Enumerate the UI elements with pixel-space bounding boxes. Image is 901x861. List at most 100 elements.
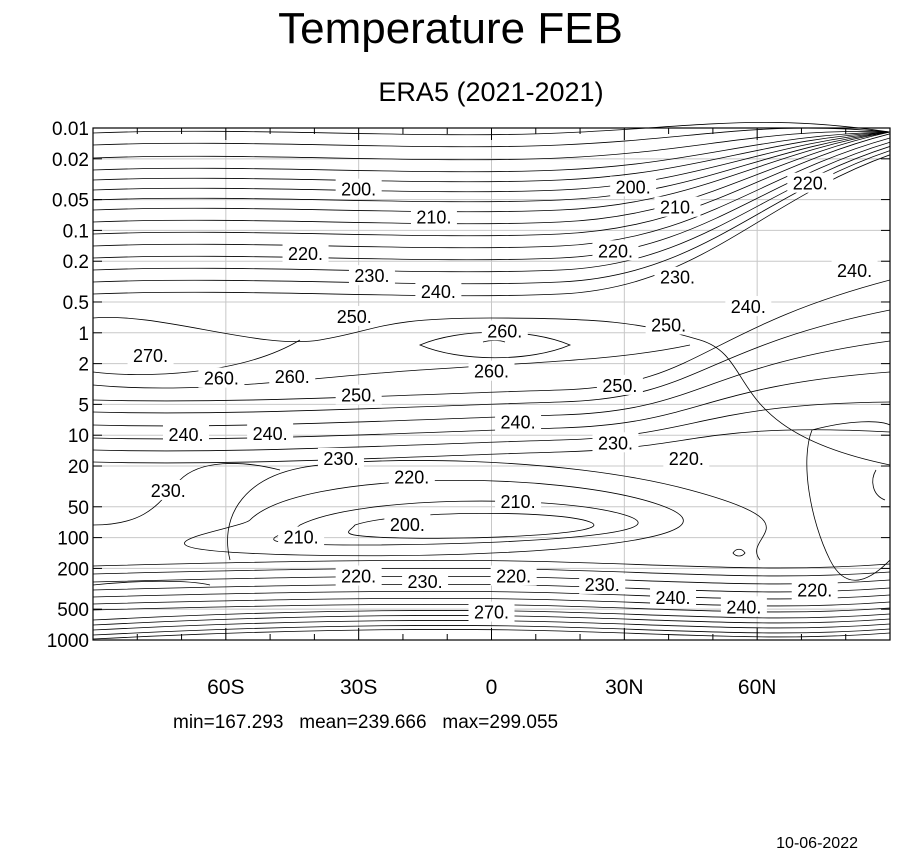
date-stamp: 10-06-2022 — [776, 835, 858, 852]
contour-label: 210. — [501, 492, 536, 512]
contour-label: 210. — [284, 528, 319, 548]
contour-label-bg — [468, 601, 515, 622]
contour-label-bg — [331, 305, 378, 326]
contour-line — [92, 559, 891, 569]
contour-line — [92, 150, 891, 285]
y-tick-label: 0.1 — [63, 221, 89, 242]
y-tick-label: 2 — [78, 355, 89, 376]
contour-label: 240. — [656, 588, 691, 608]
y-tick-label: 100 — [57, 529, 89, 550]
contour-label: 270. — [133, 346, 168, 366]
contour-line — [92, 597, 891, 607]
contour-label-bg — [610, 176, 657, 197]
contour-line — [92, 567, 891, 577]
contour-line — [806, 421, 891, 581]
contour-label: 220. — [341, 567, 376, 587]
contour-line — [184, 480, 684, 557]
contour-label-bg — [645, 314, 692, 335]
contour-label-bg — [335, 178, 382, 199]
contour-label-bg — [348, 265, 395, 286]
contour-label: 220. — [669, 449, 704, 469]
contour-line — [227, 460, 767, 561]
contour-label: 200. — [390, 515, 425, 535]
contour-label: 230. — [151, 481, 186, 501]
contour-label: 240. — [168, 425, 203, 445]
contour-label: 210. — [660, 198, 695, 218]
contour-label: 260. — [487, 321, 522, 341]
contour-label: 240. — [731, 297, 766, 317]
contour-line — [92, 131, 891, 203]
contour-label-bg — [490, 565, 537, 586]
contour-line — [92, 121, 891, 136]
y-tick-label: 200 — [57, 559, 89, 580]
x-tick-label: 60N — [738, 676, 777, 699]
contour-label: 200. — [616, 177, 651, 197]
contour-line — [92, 154, 891, 297]
contour-line — [92, 583, 891, 593]
contour-label: 230. — [323, 449, 358, 469]
contour-label: 270. — [474, 603, 509, 623]
contour-label-bg — [127, 344, 174, 365]
contour-line — [872, 469, 886, 501]
contour-label-bg — [579, 573, 626, 594]
contour-label-bg — [282, 242, 329, 263]
contour-label: 250. — [651, 316, 686, 336]
contour-line — [92, 141, 891, 261]
y-axis: 0.01 0.02 0.05 0.1 0.2 0.5 1 2 5 10 20 50 100 200 500 1… — [47, 119, 890, 652]
contour-label-bg — [317, 447, 364, 468]
x-axis: 60S 30S 0 30N 60N — [136, 128, 847, 699]
chart-subtitle: ERA5 (2021-2021) — [378, 77, 604, 107]
contour-label: 260. — [275, 367, 310, 387]
contour-label-bg — [663, 447, 710, 468]
contour-line — [92, 401, 891, 452]
contour-label-bg — [198, 367, 245, 388]
contour-label-bg — [388, 466, 435, 487]
contour-line — [92, 340, 891, 427]
contour-label-bg — [650, 587, 697, 608]
contour-label: 230. — [660, 268, 695, 288]
contour-line — [418, 331, 572, 359]
x-tick-label: 30N — [605, 676, 644, 699]
y-tick-label: 0.01 — [52, 119, 89, 140]
stats-line: min=167.293 mean=239.666 max=299.055 — [173, 712, 558, 734]
contour-label-bg — [654, 266, 701, 287]
contour-line — [92, 629, 891, 640]
contour-line — [92, 615, 891, 626]
contour-label: 260. — [204, 369, 239, 389]
contour-line — [92, 580, 211, 586]
y-tick-label: 50 — [68, 498, 89, 519]
contour-label-bg — [787, 172, 834, 193]
contour-line — [92, 344, 691, 389]
chart-title: Temperature FEB — [278, 4, 623, 53]
contour-line — [92, 133, 891, 237]
contour-line — [92, 316, 891, 466]
contour-line — [92, 131, 891, 183]
contour-label: 240. — [501, 412, 536, 432]
contour-label: 230. — [408, 572, 443, 592]
contour-label: 250. — [337, 307, 372, 327]
contour-label: 250. — [341, 386, 376, 406]
contour-label: 220. — [793, 174, 828, 194]
contour-line — [92, 371, 891, 440]
contour-line — [92, 625, 891, 636]
contour-line — [92, 131, 891, 193]
contour-label-bg — [145, 479, 192, 500]
contour-label-bg — [335, 565, 382, 586]
contour-line — [348, 512, 594, 539]
x-tick-label: 30S — [340, 676, 377, 699]
contour-label-bg — [481, 320, 528, 341]
contour-label: 240. — [421, 282, 456, 302]
y-tick-label: 0.2 — [63, 252, 89, 273]
contour-label: 210. — [416, 208, 451, 228]
y-tick-label: 10 — [68, 426, 89, 447]
contour-label: 230. — [598, 433, 633, 453]
contour-label: 230. — [354, 266, 389, 286]
contour-line — [92, 131, 891, 213]
contour-label-bg — [725, 296, 772, 317]
y-tick-label: 20 — [68, 457, 89, 478]
contour-label-bg — [162, 424, 209, 445]
contour-lines — [92, 121, 891, 640]
x-tick-label: 0 — [486, 676, 498, 699]
contour-line — [92, 610, 891, 621]
contour-label-bg — [495, 411, 542, 432]
